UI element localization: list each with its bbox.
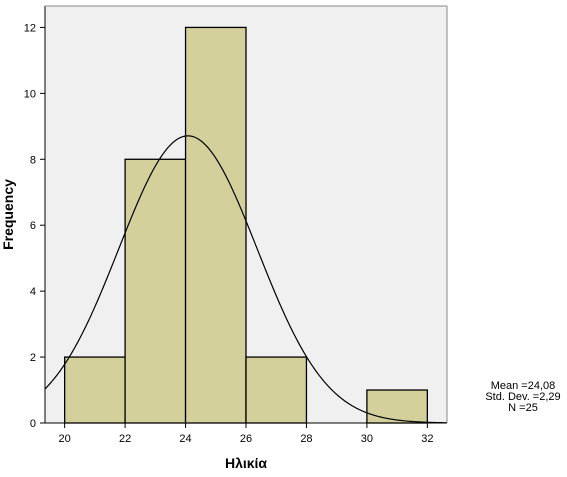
stats-box: Mean =24,08 Std. Dev. =2,29 N =25 (480, 381, 566, 414)
x-tick-label: 26 (240, 433, 252, 445)
histogram-bar (366, 389, 429, 424)
x-tick-label: 24 (179, 433, 191, 445)
y-tick-label: 8 (30, 154, 36, 166)
y-tick-label: 0 (30, 418, 36, 430)
y-tick-label: 2 (30, 352, 36, 364)
x-tick-label: 22 (119, 433, 131, 445)
y-ticks: 0 2 4 6 8 10 12 (24, 22, 45, 430)
y-tick-label: 10 (24, 88, 36, 100)
histogram-bar (63, 356, 126, 424)
x-tick-label: 32 (421, 433, 433, 445)
x-tick-label: 20 (59, 433, 71, 445)
histogram-bar (245, 356, 308, 424)
x-ticks: 20 22 24 26 28 30 32 (59, 423, 433, 445)
x-tick-label: 28 (300, 433, 312, 445)
stats-n: N =25 (508, 402, 538, 414)
normal-curve (44, 135, 448, 424)
y-tick-label: 12 (24, 22, 36, 34)
y-axis-label: Frequency (0, 179, 16, 250)
x-tick-label: 30 (361, 433, 373, 445)
stats-std-dev: Std. Dev. =2,29 (485, 391, 561, 403)
histogram-bar (124, 158, 187, 424)
x-axis-label: Ηλικία (225, 455, 267, 471)
y-tick-label: 4 (30, 286, 36, 298)
y-tick-label: 6 (30, 220, 36, 232)
stats-mean: Mean =24,08 (490, 380, 556, 392)
bars-group (63, 26, 429, 424)
histogram-bar (184, 26, 247, 424)
